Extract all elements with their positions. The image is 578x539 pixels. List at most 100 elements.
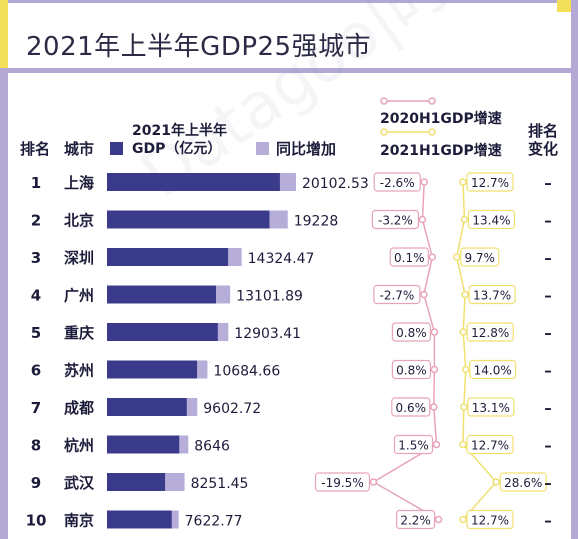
growth-2021-label: 14.0% (474, 364, 512, 378)
growth-2021-label-box (460, 247, 500, 267)
growth-2020-label: 2.2% (400, 514, 431, 528)
gdp-value-label: 7622.77 (185, 514, 243, 530)
city-label: 南京 (64, 512, 94, 530)
growth-2020-point (432, 440, 441, 449)
growth-2020-label: 0.1% (394, 251, 425, 265)
rank-change-label: – (544, 212, 552, 230)
header-rank: 排名 (20, 140, 51, 158)
rank-label: 7 (31, 399, 41, 417)
growth-2021-label-box (466, 322, 514, 342)
city-label: 北京 (64, 212, 94, 230)
city-label: 广州 (64, 287, 94, 305)
gdp-value-label: 10684.66 (213, 364, 280, 380)
gdp-value-label: 8646 (194, 439, 230, 455)
growth-2021-label-box (499, 472, 547, 492)
city-label: 杭州 (64, 437, 94, 455)
city-label: 深圳 (64, 249, 94, 267)
growth-2020-label-box (391, 359, 431, 380)
increase-bar (186, 398, 198, 416)
growth-2020-point (369, 478, 378, 486)
gdp-bar (107, 510, 172, 529)
rank-label: 5 (31, 324, 41, 342)
growth-2020-label-box (391, 322, 431, 342)
gdp-bar (107, 398, 187, 416)
growth-2020-point (430, 328, 439, 336)
top-border (0, 0, 578, 3)
increase-bar (197, 360, 208, 379)
rank-change-label: – (544, 287, 552, 305)
growth-2021-point (492, 478, 500, 486)
growth-2021-label: 12.7% (471, 176, 509, 190)
rank-change-label: – (544, 174, 552, 192)
growth-2020-label: 0.8% (396, 326, 427, 340)
growth-2020-label-box (314, 472, 371, 492)
increase-bar (216, 285, 231, 304)
growth-2021-point (460, 215, 469, 224)
legend-increase-swatch (256, 142, 269, 155)
growth-2021-point (459, 440, 467, 449)
growth-2021-label: 12.8% (471, 326, 509, 340)
yellow-accent (0, 0, 8, 68)
growth-2021-label: 9.7% (464, 251, 495, 265)
increase-bar (171, 510, 179, 529)
legend-2020-label: 2020H1GDP增速 (380, 111, 502, 127)
rank-label: 1 (31, 174, 41, 192)
chart-title: 2021年上半年GDP25强城市 (26, 32, 372, 62)
growth-2020-label: 0.6% (396, 401, 427, 415)
growth-2020-label-box (393, 434, 434, 455)
growth-2021-label-box (467, 397, 515, 417)
growth-2020-label: -3.2% (378, 214, 413, 228)
growth-2020-point (434, 515, 443, 524)
gdp-bar (107, 323, 218, 341)
growth-2020-label: -2.7% (379, 289, 414, 303)
legend-2021-marker (428, 128, 436, 136)
growth-2020-point (430, 403, 438, 411)
gdp-value-label: 14324.47 (248, 251, 315, 267)
growth-2021-point (459, 328, 467, 336)
rank-label: 8 (31, 437, 41, 455)
left-border (0, 0, 8, 539)
growth-2021-label: 12.7% (471, 514, 509, 528)
growth-2021-point (459, 178, 467, 186)
city-label: 成都 (64, 399, 94, 417)
growth-2021-point (452, 253, 461, 261)
increase-bar (228, 248, 242, 266)
growth-2021-label: 12.7% (471, 439, 509, 453)
growth-2020-label-box (389, 247, 429, 267)
rank-label: 10 (26, 512, 47, 530)
gdp-value-label: 12903.41 (234, 326, 301, 342)
title-divider (8, 68, 571, 73)
rank-change-label: – (544, 399, 552, 417)
increase-bar (165, 473, 185, 491)
gdp-bar (107, 173, 280, 191)
header-rank-change-2: 变化 (528, 140, 559, 158)
right-border (571, 0, 578, 539)
increase-bar (279, 173, 296, 191)
header-increase: 同比增加 (276, 140, 337, 158)
header-rank-change-1: 排名 (528, 122, 559, 140)
gdp-bar (107, 360, 198, 379)
rank-label: 3 (31, 249, 41, 267)
city-label: 上海 (64, 174, 94, 192)
city-label: 苏州 (64, 362, 94, 380)
gdp-value-label: 9602.72 (203, 401, 261, 417)
rank-change-label: – (544, 249, 552, 267)
rank-change-label: – (544, 324, 552, 342)
gdp-value-label: 8251.45 (191, 476, 249, 492)
gdp-value-label: 13101.89 (236, 289, 303, 305)
growth-2020-point (430, 365, 439, 374)
city-label: 武汉 (64, 474, 95, 492)
increase-bar (217, 323, 229, 341)
rank-change-label: – (544, 362, 552, 380)
growth-2021-point (459, 515, 467, 524)
growth-2021-point (461, 365, 470, 374)
growth-2020-label-box (396, 509, 436, 530)
growth-2021-label-box (469, 359, 517, 380)
header-gdp-line2: GDP（亿元） (132, 141, 222, 157)
rank-change-label: – (544, 512, 552, 530)
header-city: 城市 (64, 140, 95, 158)
gdp-bar (107, 248, 229, 266)
gdp-value-label: 20102.53 (302, 176, 369, 192)
growth-2020-label-box (373, 284, 421, 305)
